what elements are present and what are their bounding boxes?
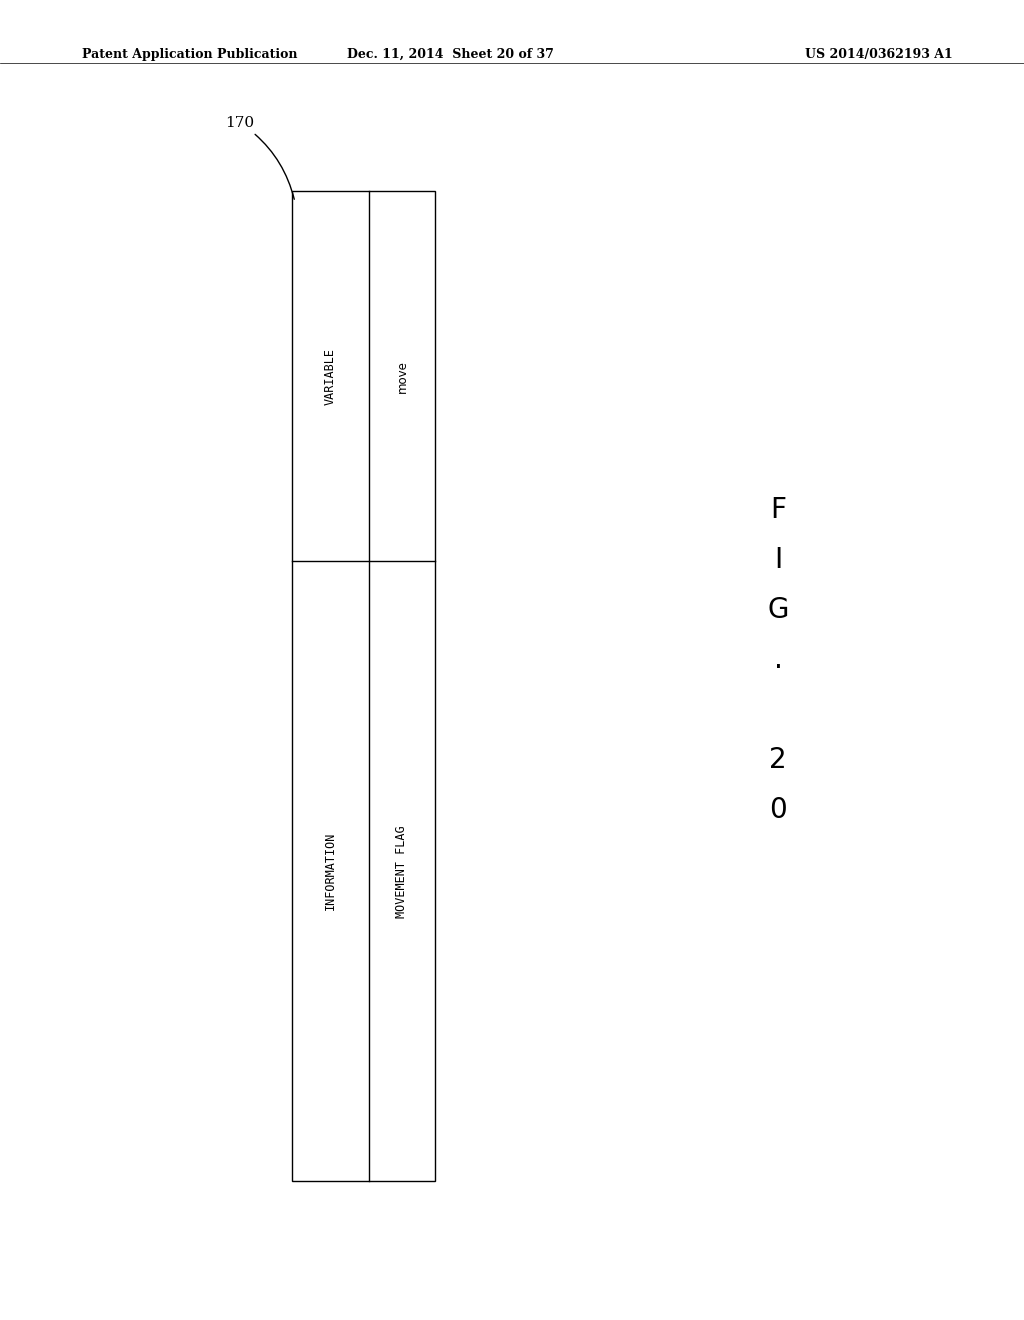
Text: INFORMATION: INFORMATION <box>324 832 337 911</box>
Text: I: I <box>774 545 782 574</box>
Text: 0: 0 <box>769 796 787 825</box>
Bar <box>292 191 435 1181</box>
Text: Dec. 11, 2014  Sheet 20 of 37: Dec. 11, 2014 Sheet 20 of 37 <box>347 48 554 61</box>
Text: US 2014/0362193 A1: US 2014/0362193 A1 <box>805 48 952 61</box>
Text: G: G <box>768 595 788 624</box>
Text: F: F <box>770 495 786 524</box>
Text: move: move <box>395 360 409 392</box>
Text: .: . <box>774 645 782 675</box>
Text: 2: 2 <box>769 746 787 775</box>
Text: MOVEMENT FLAG: MOVEMENT FLAG <box>395 825 409 917</box>
Text: Patent Application Publication: Patent Application Publication <box>82 48 297 61</box>
Text: VARIABLE: VARIABLE <box>324 347 337 405</box>
Text: 170: 170 <box>225 116 294 199</box>
